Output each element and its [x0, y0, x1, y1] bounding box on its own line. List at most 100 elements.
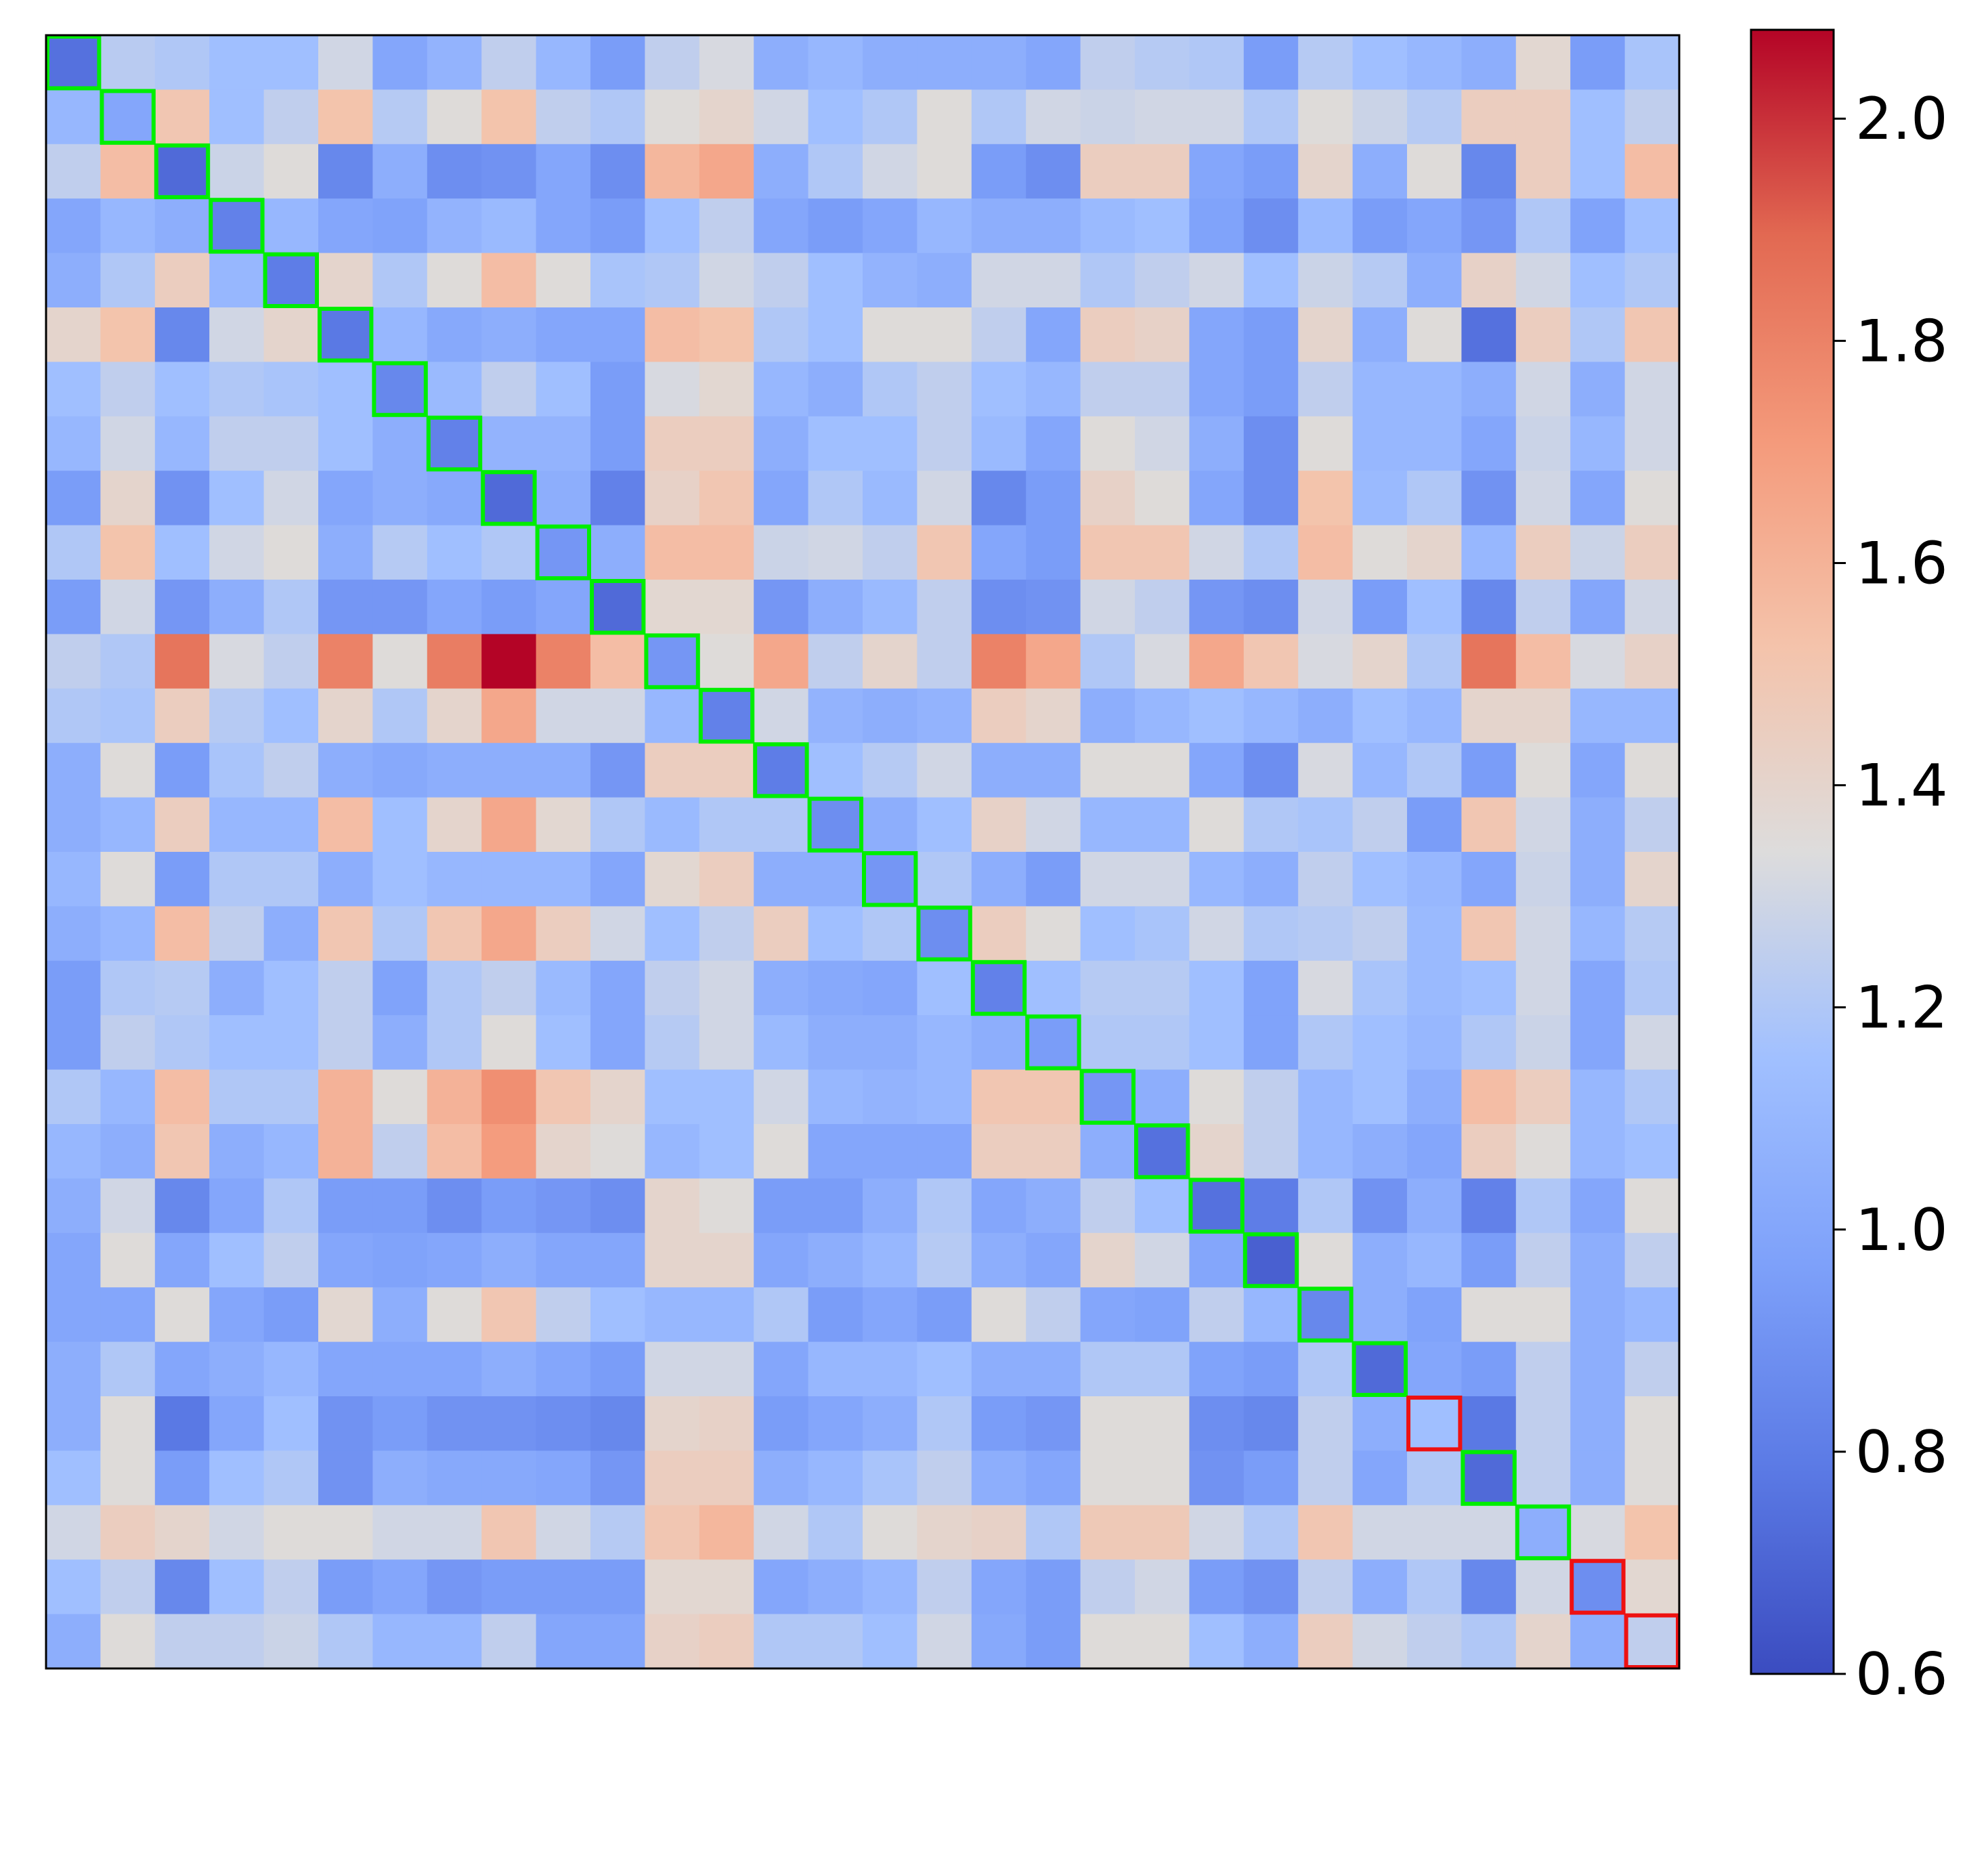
heatmap-cell [971, 580, 1027, 634]
heatmap-cell [1026, 1559, 1081, 1615]
heatmap-cell [46, 1505, 101, 1560]
heatmap-cell [863, 362, 917, 417]
heatmap-cell [427, 634, 482, 689]
heatmap-cell [1461, 906, 1517, 962]
heatmap-cell [1135, 1450, 1190, 1506]
heatmap-cell [481, 906, 537, 962]
heatmap-cell [645, 906, 700, 962]
heatmap-cell [1026, 1232, 1081, 1288]
heatmap-cell [427, 1450, 482, 1506]
heatmap-cell [1461, 1232, 1517, 1288]
heatmap-cell [1407, 1341, 1462, 1397]
heatmap-cell [1135, 416, 1190, 471]
heatmap-cell [154, 1559, 210, 1615]
heatmap-cell [46, 960, 101, 1016]
heatmap-cell [863, 471, 917, 526]
heatmap-cell [1080, 1505, 1136, 1560]
heatmap-cell [1624, 416, 1680, 471]
heatmap-cell [1624, 89, 1680, 145]
heatmap-cell [1135, 797, 1190, 853]
heatmap-cell [863, 580, 917, 634]
heatmap-cell [699, 471, 754, 526]
heatmap-cell [536, 906, 591, 962]
heatmap-cell [1298, 1396, 1354, 1451]
heatmap-cell [1461, 471, 1517, 526]
heatmap-cell [100, 1505, 156, 1560]
heatmap-cell [754, 1450, 809, 1506]
heatmap-cell [372, 1124, 428, 1179]
heatmap-cell [1352, 525, 1408, 580]
heatmap-cell [209, 634, 265, 689]
heatmap-cell [1515, 35, 1571, 90]
heatmap-cell [100, 35, 156, 90]
heatmap-cell [754, 253, 809, 308]
heatmap-cell [699, 362, 754, 417]
heatmap-cell [1515, 1069, 1571, 1125]
heatmap-cell [699, 307, 754, 362]
heatmap-cell [1352, 1124, 1408, 1179]
heatmap-cell [318, 906, 373, 962]
heatmap-cell [1243, 1287, 1299, 1343]
heatmap-cell [645, 198, 700, 254]
heatmap-cell [699, 1124, 754, 1179]
heatmap-cell [754, 1614, 809, 1669]
heatmap-cell [590, 198, 645, 254]
heatmap-cell [863, 1124, 917, 1179]
heatmap-cell [481, 743, 537, 798]
heatmap-cell [863, 906, 917, 962]
heatmap-cell [1515, 1124, 1571, 1179]
heatmap-cell [1515, 1559, 1571, 1615]
heatmap-cell [590, 906, 645, 962]
diagonal-highlight-green [1079, 1069, 1136, 1125]
heatmap-cell [100, 1614, 156, 1669]
heatmap-cell [1026, 1178, 1081, 1234]
heatmap-cell [917, 1559, 972, 1615]
heatmap-cell [263, 1614, 319, 1669]
heatmap-cell [1352, 1614, 1408, 1669]
heatmap-cell [645, 1505, 700, 1560]
heatmap-cell [481, 198, 537, 254]
heatmap-cell [1407, 852, 1462, 907]
heatmap-cell [754, 1396, 809, 1451]
heatmap-cell [481, 144, 537, 199]
heatmap-cell [372, 471, 428, 526]
heatmap-cell [590, 797, 645, 853]
heatmap-cell [1461, 416, 1517, 471]
heatmap-cell [46, 35, 101, 90]
heatmap-cell [1515, 144, 1571, 199]
heatmap-cell [863, 253, 917, 308]
heatmap-cell [372, 1450, 428, 1506]
heatmap-cell [754, 144, 809, 199]
heatmap-cell [1026, 1287, 1081, 1343]
heatmap-cell [46, 525, 101, 580]
heatmap-cell [154, 1450, 210, 1506]
heatmap-cell [427, 1505, 482, 1560]
heatmap-cell [754, 1341, 809, 1397]
heatmap-cell [536, 362, 591, 417]
heatmap-cell [1189, 1505, 1245, 1560]
heatmap-cell [645, 688, 700, 743]
heatmap-cell [318, 471, 373, 526]
heatmap-cell [318, 743, 373, 798]
heatmap-cell [263, 960, 319, 1016]
heatmap-cell [1080, 797, 1136, 853]
heatmap-cell [209, 1396, 265, 1451]
heatmap-cell [100, 1124, 156, 1179]
heatmap-cell [1298, 144, 1354, 199]
heatmap-cell [1135, 743, 1190, 798]
heatmap-cell [863, 525, 917, 580]
heatmap-cell [1189, 634, 1245, 689]
heatmap-cell [917, 1124, 972, 1179]
heatmap-cell [1298, 580, 1354, 634]
heatmap-cell [699, 906, 754, 962]
heatmap-cell [1570, 1287, 1626, 1343]
heatmap-cell [1570, 1505, 1626, 1560]
heatmap-cell [645, 634, 700, 689]
heatmap-cell [427, 1232, 482, 1288]
heatmap-cell [536, 1559, 591, 1615]
heatmap-cell [590, 1505, 645, 1560]
heatmap-cell [1352, 307, 1408, 362]
heatmap-cell [1298, 198, 1354, 254]
heatmap-cell [1026, 1396, 1081, 1451]
heatmap-cell [1243, 1232, 1299, 1288]
